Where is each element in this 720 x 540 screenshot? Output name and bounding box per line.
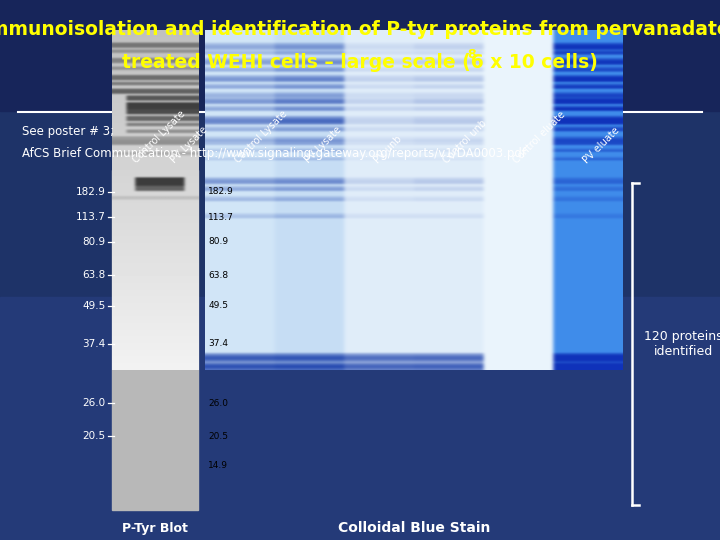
Text: 63.8: 63.8 [82,271,106,280]
Text: 20.5: 20.5 [208,432,228,441]
Text: 26.0: 26.0 [208,399,228,408]
Text: 20.5: 20.5 [83,431,106,441]
Text: PV eluate: PV eluate [581,125,621,165]
Text: 182.9: 182.9 [76,187,106,197]
Text: Control eluate: Control eluate [511,109,567,165]
Text: PV Lysate: PV Lysate [302,125,343,165]
Text: 113.7: 113.7 [208,213,234,221]
Text: 37.4: 37.4 [208,340,228,348]
Text: 80.9: 80.9 [83,237,106,247]
Text: 37.4: 37.4 [82,339,106,349]
Bar [112,170,198,510]
Text: PV unb: PV unb [372,133,404,165]
Text: Control Lysate: Control Lysate [233,109,289,165]
Text: treated WEHI cells – large scale (6 x 10 cells): treated WEHI cells – large scale (6 x 10… [122,52,598,72]
Bar [0,0,720,111]
Text: 8: 8 [467,48,476,60]
Text: 14.9: 14.9 [208,461,228,470]
Text: See poster # 3;: See poster # 3; [22,125,114,138]
Text: PV Lysate: PV Lysate [169,125,210,165]
Text: 80.9: 80.9 [208,238,228,246]
Text: 26.0: 26.0 [83,399,106,408]
Text: 120 proteins
identified: 120 proteins identified [644,330,720,358]
Text: AfCS Brief Communication - http://www.signaling-gateway.org/reports/v1/DA0003.pd: AfCS Brief Communication - http://www.si… [22,147,526,160]
Text: Colloidal Blue Stain: Colloidal Blue Stain [338,521,490,535]
Bar [0,297,720,540]
Text: Immunoisolation and identification of P-tyr proteins from pervanadate-: Immunoisolation and identification of P-… [0,20,720,39]
Text: Control Lysate: Control Lysate [130,109,186,165]
Text: 113.7: 113.7 [76,212,106,222]
Text: 182.9: 182.9 [208,187,234,196]
Text: Control unb: Control unb [442,118,489,165]
Text: 49.5: 49.5 [208,301,228,310]
Text: 63.8: 63.8 [208,271,228,280]
Text: P-Tyr Blot: P-Tyr Blot [122,522,188,535]
Text: 49.5: 49.5 [82,301,106,310]
